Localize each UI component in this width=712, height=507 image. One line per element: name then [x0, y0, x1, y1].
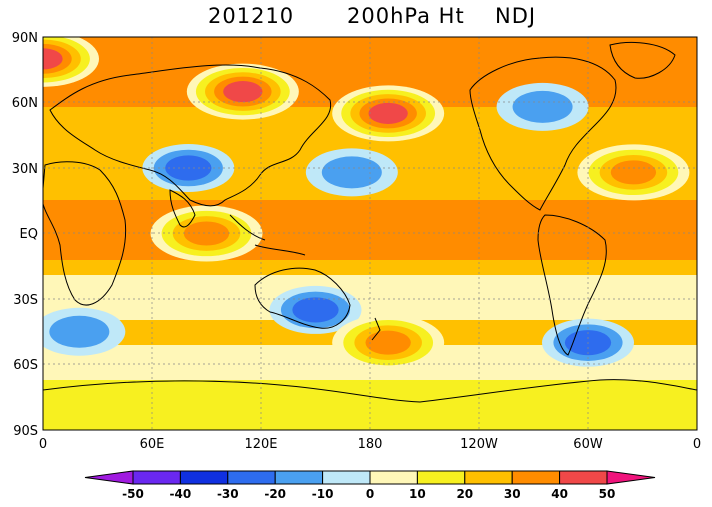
lon-label: 0: [693, 437, 701, 452]
lon-label: 60W: [573, 437, 603, 452]
lon-label: 120E: [244, 437, 277, 452]
colorbar-tick-label: 50: [599, 487, 616, 501]
lon-label: 60E: [140, 437, 165, 452]
australia-low: [269, 285, 362, 334]
lon-label: 0: [39, 437, 47, 452]
anomaly-contour: [43, 48, 63, 70]
arctic-high: [43, 37, 99, 87]
colorbar-tick-label: 0: [366, 487, 374, 501]
lon-label: 180: [358, 437, 383, 452]
eurasia-coast: [49, 64, 332, 207]
lat-label: 60N: [12, 96, 38, 111]
lat-label: 60S: [13, 358, 38, 373]
south-africa-low: [43, 307, 126, 356]
anomaly-contour: [183, 221, 230, 246]
north-pacific-high: [332, 85, 445, 142]
canada-low: [496, 82, 589, 131]
anomaly-contour: [368, 102, 408, 124]
indonesia-coast: [229, 214, 306, 256]
africa-coast: [43, 161, 127, 306]
colorbar: -50 -40 -30 -20 -10 0 10 20 30 40 50: [84, 470, 656, 501]
coastlines: [43, 41, 697, 403]
colorbar-tick-label: -10: [312, 487, 334, 501]
south-america-coast: [537, 214, 607, 356]
colorbar-swatch: [132, 470, 181, 485]
colorbar-swatch: [559, 470, 608, 485]
anomaly-contour: [321, 156, 382, 189]
colorbar-tick-label: -50: [122, 487, 144, 501]
anomaly-contour: [512, 90, 573, 123]
colorbar-tick-label: -30: [217, 487, 239, 501]
pacific-low: [305, 148, 398, 197]
latitude-labels: 90N 60N 30N EQ 30S 60S 90S: [12, 31, 38, 439]
colorbar-high-arrow: [606, 470, 656, 485]
anomaly-contour: [292, 297, 339, 323]
colorbar-swatch: [227, 470, 276, 485]
lat-label: 30S: [13, 293, 38, 308]
colorbar-swatch: [322, 470, 371, 485]
colorbar-swatch: [464, 470, 513, 485]
colorbar-tick-label: -40: [170, 487, 192, 501]
colorbar-swatch: [179, 470, 229, 485]
title-field: 200hPa Ht: [347, 4, 465, 28]
colorbar-swatch: [369, 470, 418, 485]
colorbar-tick-label: 10: [409, 487, 426, 501]
indian-ocean-high: [150, 205, 263, 262]
antarctica-coast: [43, 379, 697, 403]
title-date: 201210: [208, 4, 295, 28]
india-coast: [169, 189, 196, 228]
lat-label: 30N: [12, 162, 38, 177]
colorbar-tick-label: -20: [264, 487, 286, 501]
colorbar-low-arrow: [84, 470, 134, 485]
anomaly-contour: [49, 315, 110, 348]
colorbar-swatch: [511, 470, 561, 485]
siberia-high: [186, 63, 299, 120]
australia-coast: [254, 267, 351, 329]
longitude-labels: 0 60E 120E 180 120W 60W 0: [39, 437, 701, 452]
graticule: [43, 37, 697, 430]
anomaly-contour: [365, 330, 411, 355]
colorbar-swatch: [416, 470, 466, 485]
greenland-coast: [609, 41, 676, 79]
lat-label: 90S: [13, 424, 38, 439]
north-america-coast: [469, 56, 617, 211]
anomaly-contour: [610, 160, 657, 185]
map-title: 201210 200hPa Ht NDJ: [0, 4, 712, 34]
new-zealand-coast: [371, 317, 381, 341]
anomaly-contour: [223, 81, 263, 103]
title-season: NDJ: [495, 4, 537, 28]
colorbar-tick-label: 20: [456, 487, 473, 501]
lon-label: 120W: [460, 437, 498, 452]
colorbar-swatch: [274, 470, 324, 485]
lat-label: EQ: [20, 227, 38, 242]
map-frame: [42, 36, 698, 431]
south-pacific-high: [332, 314, 445, 371]
colorbar-tick-label: 40: [551, 487, 568, 501]
lat-label: 90N: [12, 31, 38, 46]
colorbar-tick-label: 30: [504, 487, 521, 501]
atlantic-high: [577, 144, 690, 201]
